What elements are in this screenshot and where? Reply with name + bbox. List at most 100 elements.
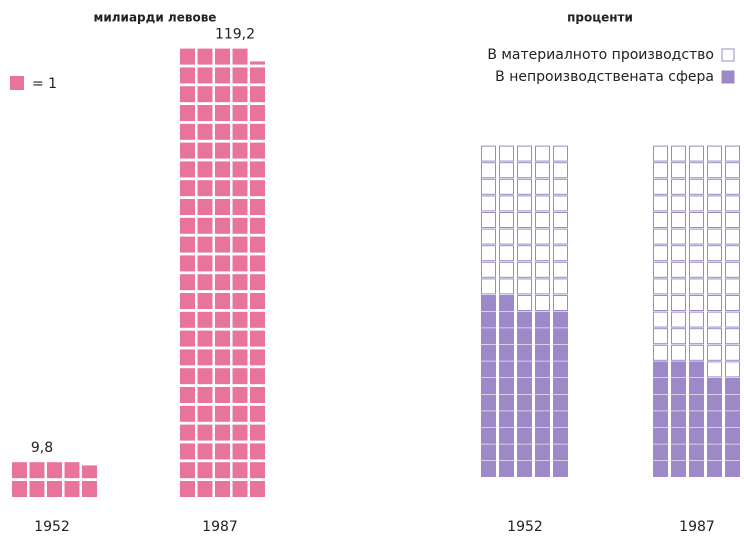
unit-square	[553, 278, 568, 295]
unit-square	[481, 245, 496, 262]
unit-square	[197, 180, 213, 197]
unit-square	[707, 195, 722, 212]
unit-square	[215, 368, 230, 385]
unit-square	[517, 245, 532, 262]
unit-square	[653, 261, 668, 278]
unit-square	[232, 217, 248, 234]
unit-square	[64, 481, 80, 497]
unit-square	[215, 180, 230, 197]
unit-square	[29, 481, 45, 497]
unit-square	[725, 461, 740, 477]
unit-square	[517, 328, 532, 345]
unit-square	[707, 311, 722, 328]
unit-square	[180, 293, 195, 309]
unit-square	[517, 361, 532, 378]
unit-square	[671, 394, 686, 411]
unit-square	[197, 462, 213, 479]
unit-square	[707, 278, 722, 295]
unit-square	[232, 330, 248, 347]
unit-square	[481, 178, 496, 195]
unit-square	[232, 481, 248, 497]
unit-square	[499, 162, 514, 179]
unit-square	[250, 61, 265, 65]
value-label: 9,8	[31, 440, 53, 456]
unit-square	[707, 394, 722, 411]
unit-square	[671, 162, 686, 179]
unit-square	[653, 195, 668, 212]
unit-square	[689, 228, 704, 245]
unit-square	[215, 293, 230, 309]
unit-square	[499, 212, 514, 228]
unit-square	[725, 245, 740, 262]
value-label: 119,2	[215, 27, 255, 43]
unit-square	[671, 228, 686, 245]
unit-square	[689, 427, 704, 444]
unit-square	[553, 212, 568, 228]
unit-square	[689, 411, 704, 428]
unit-square	[535, 461, 550, 477]
unit-square	[553, 162, 568, 179]
unit-square	[653, 344, 668, 361]
unit-square	[725, 328, 740, 345]
unit-square	[707, 427, 722, 444]
unit-square	[197, 48, 213, 65]
unit-square	[671, 411, 686, 428]
unit-square	[499, 394, 514, 411]
unit-square	[481, 328, 496, 345]
unit-square	[707, 212, 722, 228]
unit-square	[232, 161, 248, 178]
unit-square	[517, 228, 532, 245]
unit-square	[689, 178, 704, 195]
unit-square	[707, 162, 722, 179]
unit-square	[215, 311, 230, 328]
unit-square	[481, 261, 496, 278]
unit-square	[180, 387, 195, 403]
unit-square	[232, 123, 248, 140]
unit-square	[215, 255, 230, 272]
unit-square	[553, 228, 568, 245]
unit-square	[499, 411, 514, 428]
unit-square	[215, 462, 230, 479]
unit-square	[689, 278, 704, 295]
unit-square	[197, 274, 213, 291]
unit-square	[250, 405, 265, 422]
unit-square	[535, 394, 550, 411]
unit-square	[180, 180, 195, 197]
unit-square	[653, 278, 668, 295]
unit-square	[215, 161, 230, 178]
unit-square	[82, 481, 97, 497]
unit-square	[250, 123, 265, 140]
unit-square	[725, 195, 740, 212]
unit-square	[197, 123, 213, 140]
unit-square	[517, 261, 532, 278]
unit-square	[250, 481, 265, 497]
unit-square	[250, 161, 265, 178]
unit-square	[197, 481, 213, 497]
unit-square	[481, 411, 496, 428]
unit-square	[553, 261, 568, 278]
unit-square	[215, 481, 230, 497]
unit-square	[499, 461, 514, 477]
unit-square	[232, 236, 248, 253]
unit-square	[180, 199, 195, 215]
unit-square	[215, 199, 230, 215]
unit-square	[47, 481, 62, 497]
unit-square	[725, 427, 740, 444]
unit-square	[689, 311, 704, 328]
unit-square	[250, 255, 265, 272]
unit-square	[481, 212, 496, 228]
unit-square	[481, 344, 496, 361]
unit-square	[689, 245, 704, 262]
unit-square	[707, 411, 722, 428]
unit-square	[12, 462, 27, 479]
unit-square	[517, 295, 532, 311]
unit-square	[180, 236, 195, 253]
unit-square	[180, 161, 195, 178]
unit-square	[707, 378, 722, 394]
unit-square	[215, 274, 230, 291]
x-tick-label: 1987	[679, 519, 715, 535]
unit-square	[517, 195, 532, 212]
unit-square	[725, 145, 740, 162]
unit-square	[197, 311, 213, 328]
unit-square	[481, 361, 496, 378]
